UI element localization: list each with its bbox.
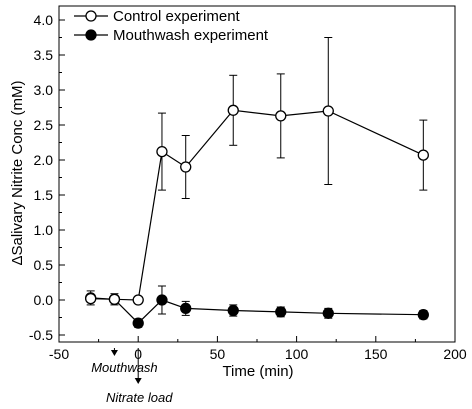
data-point bbox=[322, 105, 334, 117]
data-point bbox=[322, 307, 334, 319]
annotation-nitrate-load: Nitrate load bbox=[106, 390, 173, 405]
mouthwash-arrow-head bbox=[110, 350, 118, 356]
data-point bbox=[180, 302, 192, 315]
nitrate-load-arrow-head bbox=[134, 378, 142, 384]
x-tick-label: 150 bbox=[364, 346, 388, 362]
data-point bbox=[156, 294, 168, 306]
x-axis: -50050100150200 bbox=[49, 336, 467, 362]
data-point bbox=[275, 306, 287, 318]
annotations: Mouthwash Nitrate load bbox=[91, 348, 173, 405]
plot-border bbox=[58, 5, 456, 343]
data-point bbox=[417, 309, 429, 321]
data-point bbox=[227, 304, 239, 317]
x-axis-title: Time (min) bbox=[222, 363, 293, 380]
y-tick-label: 1.0 bbox=[34, 222, 54, 238]
data-point bbox=[227, 104, 239, 116]
y-tick-label: -0.5 bbox=[29, 327, 53, 343]
data-point bbox=[108, 293, 121, 305]
annotation-mouthwash: Mouthwash bbox=[91, 360, 157, 375]
y-axis: -0.5 0.0 0.5 1.0 1.5 2.0 2.5 3.0 3.5 4.0 bbox=[29, 12, 65, 343]
data-point bbox=[156, 145, 168, 158]
data-point bbox=[417, 149, 429, 161]
plot-frame bbox=[58, 5, 456, 343]
data-point bbox=[85, 292, 97, 305]
x-tick-label: -50 bbox=[49, 346, 69, 362]
y-tick-label: 2.5 bbox=[34, 117, 54, 133]
y-tick-label: 0.5 bbox=[34, 257, 54, 273]
data-point bbox=[180, 161, 192, 173]
y-tick-label: 2.0 bbox=[34, 152, 54, 168]
legend-label: Mouthwash experiment bbox=[113, 27, 269, 44]
legend-filled-circle-marker bbox=[85, 29, 97, 41]
y-tick-label: 0.0 bbox=[34, 292, 54, 308]
x-tick-label: 100 bbox=[285, 346, 309, 362]
series-line bbox=[90, 109, 424, 301]
data-point bbox=[275, 110, 287, 122]
series-layer bbox=[85, 37, 429, 329]
legend-open-circle-marker bbox=[85, 10, 97, 22]
data-point bbox=[132, 294, 144, 306]
y-tick-label: 3.0 bbox=[34, 82, 54, 98]
series-mouthwash bbox=[85, 285, 429, 329]
y-axis-title: ΔSalivary Nitrite Conc (mM) bbox=[9, 80, 26, 265]
y-tick-label: 1.5 bbox=[34, 187, 54, 203]
x-tick-label: 200 bbox=[443, 346, 467, 362]
legend-label: Control experiment bbox=[113, 8, 241, 25]
series-control bbox=[85, 37, 429, 306]
data-point bbox=[132, 317, 144, 329]
legend: Control experiment Mouthwash experiment bbox=[74, 8, 269, 44]
y-tick-label: 4.0 bbox=[34, 12, 54, 28]
x-tick-label: 50 bbox=[210, 346, 226, 362]
y-tick-label: 3.5 bbox=[34, 47, 54, 63]
